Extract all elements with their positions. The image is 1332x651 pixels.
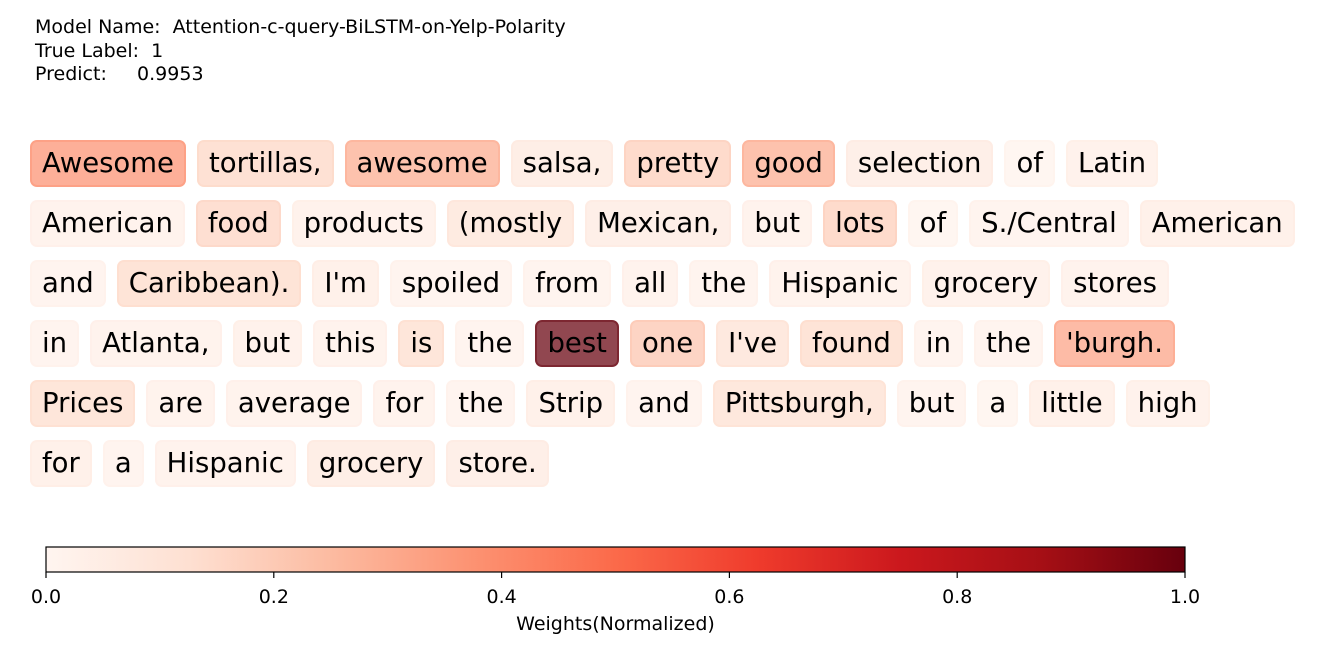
- token: good: [742, 140, 835, 187]
- token: in: [30, 320, 80, 367]
- token: stores: [1061, 260, 1170, 307]
- token: Prices: [30, 380, 136, 427]
- token: the: [689, 260, 759, 307]
- token: but: [896, 380, 967, 427]
- token: little: [1029, 380, 1115, 427]
- token: in: [913, 320, 963, 367]
- token: awesome: [344, 140, 500, 187]
- token: and: [30, 260, 106, 307]
- token: grocery: [921, 260, 1051, 307]
- attention-token-grid: Awesome tortillas, awesome salsa, pretty good…: [30, 140, 1306, 500]
- token: from: [523, 260, 612, 307]
- token: is: [398, 320, 445, 367]
- token: (mostly: [446, 200, 575, 247]
- token-line: American food products (mostly Mexican, but lo…: [30, 200, 1306, 260]
- token: Mexican,: [585, 200, 732, 247]
- token: one: [629, 320, 706, 367]
- predict-row: Predict: 0.9953: [35, 63, 566, 87]
- token-line: Awesome tortillas, awesome salsa, pretty good…: [30, 140, 1306, 200]
- true-label-label: True Label:: [35, 39, 140, 62]
- predict-value: 0.9953: [137, 63, 204, 85]
- token: of: [907, 200, 959, 247]
- true-label-row: True Label: 1: [35, 40, 566, 64]
- token: Latin: [1066, 140, 1159, 187]
- token: American: [1139, 200, 1295, 247]
- token: all: [622, 260, 679, 307]
- token: salsa,: [510, 140, 614, 187]
- token: but: [742, 200, 813, 247]
- token: for: [373, 380, 436, 427]
- model-name-label: Model Name:: [35, 16, 161, 38]
- colorbar-tick-label: 0.8: [942, 586, 972, 608]
- token: high: [1125, 380, 1210, 427]
- token: Hispanic: [154, 440, 296, 487]
- model-name-value: Attention-c-query-BiLSTM-on-Yelp-Polarit…: [172, 16, 566, 38]
- true-label-value: 1: [151, 39, 164, 62]
- token: products: [291, 200, 436, 247]
- token-line: and Caribbean). I'm spoiled from all the Hispan…: [30, 260, 1306, 320]
- token: average: [225, 380, 363, 427]
- colorbar-tick-label: 0.0: [31, 586, 61, 608]
- token-line: for a Hispanic grocery store.: [30, 440, 1306, 500]
- token: food: [195, 200, 281, 247]
- colorbar: 0.0 0.2 0.4 0.6 0.8 1.0 Weights(Normalized): [0, 530, 1332, 649]
- token: lots: [823, 200, 897, 247]
- colorbar-label: Weights(Normalized): [516, 613, 715, 635]
- token: for: [30, 440, 92, 487]
- token: this: [313, 320, 388, 367]
- token: 'burgh.: [1054, 320, 1175, 367]
- colorbar-tick-label: 0.4: [486, 586, 516, 608]
- token: tortillas,: [196, 140, 334, 187]
- token: the: [455, 320, 525, 367]
- token: selection: [845, 140, 994, 187]
- token: I'm: [312, 260, 379, 307]
- token: are: [146, 380, 215, 427]
- token: S./Central: [969, 200, 1129, 247]
- token: grocery: [306, 440, 436, 487]
- token: best: [535, 320, 619, 367]
- token: pretty: [624, 140, 732, 187]
- token: a: [977, 380, 1019, 427]
- token-line: in Atlanta, but this is the best one I've found in…: [30, 320, 1306, 380]
- header: Model Name: Attention-c-query-BiLSTM-on-…: [35, 16, 566, 87]
- token: Pittsburgh,: [712, 380, 886, 427]
- token: Atlanta,: [90, 320, 222, 367]
- token: I've: [716, 320, 790, 367]
- colorbar-tick-label: 0.6: [714, 586, 744, 608]
- colorbar-tick-label: 1.0: [1170, 586, 1200, 608]
- colorbar-tick-label: 0.2: [259, 586, 289, 608]
- model-name-row: Model Name: Attention-c-query-BiLSTM-on-…: [35, 16, 566, 40]
- token: the: [446, 380, 516, 427]
- token: Hispanic: [769, 260, 911, 307]
- token: the: [973, 320, 1044, 367]
- token: and: [626, 380, 702, 427]
- colorbar-gradient: [45, 546, 1186, 573]
- token: of: [1004, 140, 1055, 187]
- token: store.: [446, 440, 549, 487]
- token: but: [232, 320, 303, 367]
- token: Strip: [526, 380, 616, 427]
- token: Caribbean).: [116, 260, 302, 307]
- token: found: [800, 320, 903, 367]
- colorbar-svg: 0.0 0.2 0.4 0.6 0.8 1.0 Weights(Normalized): [31, 546, 1200, 635]
- token: Awesome: [30, 140, 186, 187]
- token: American: [30, 200, 185, 247]
- token-line: Prices are average for the Strip and Pittsburgh…: [30, 380, 1306, 440]
- predict-label: Predict:: [35, 63, 107, 85]
- token: spoiled: [389, 260, 513, 307]
- token: a: [102, 440, 144, 487]
